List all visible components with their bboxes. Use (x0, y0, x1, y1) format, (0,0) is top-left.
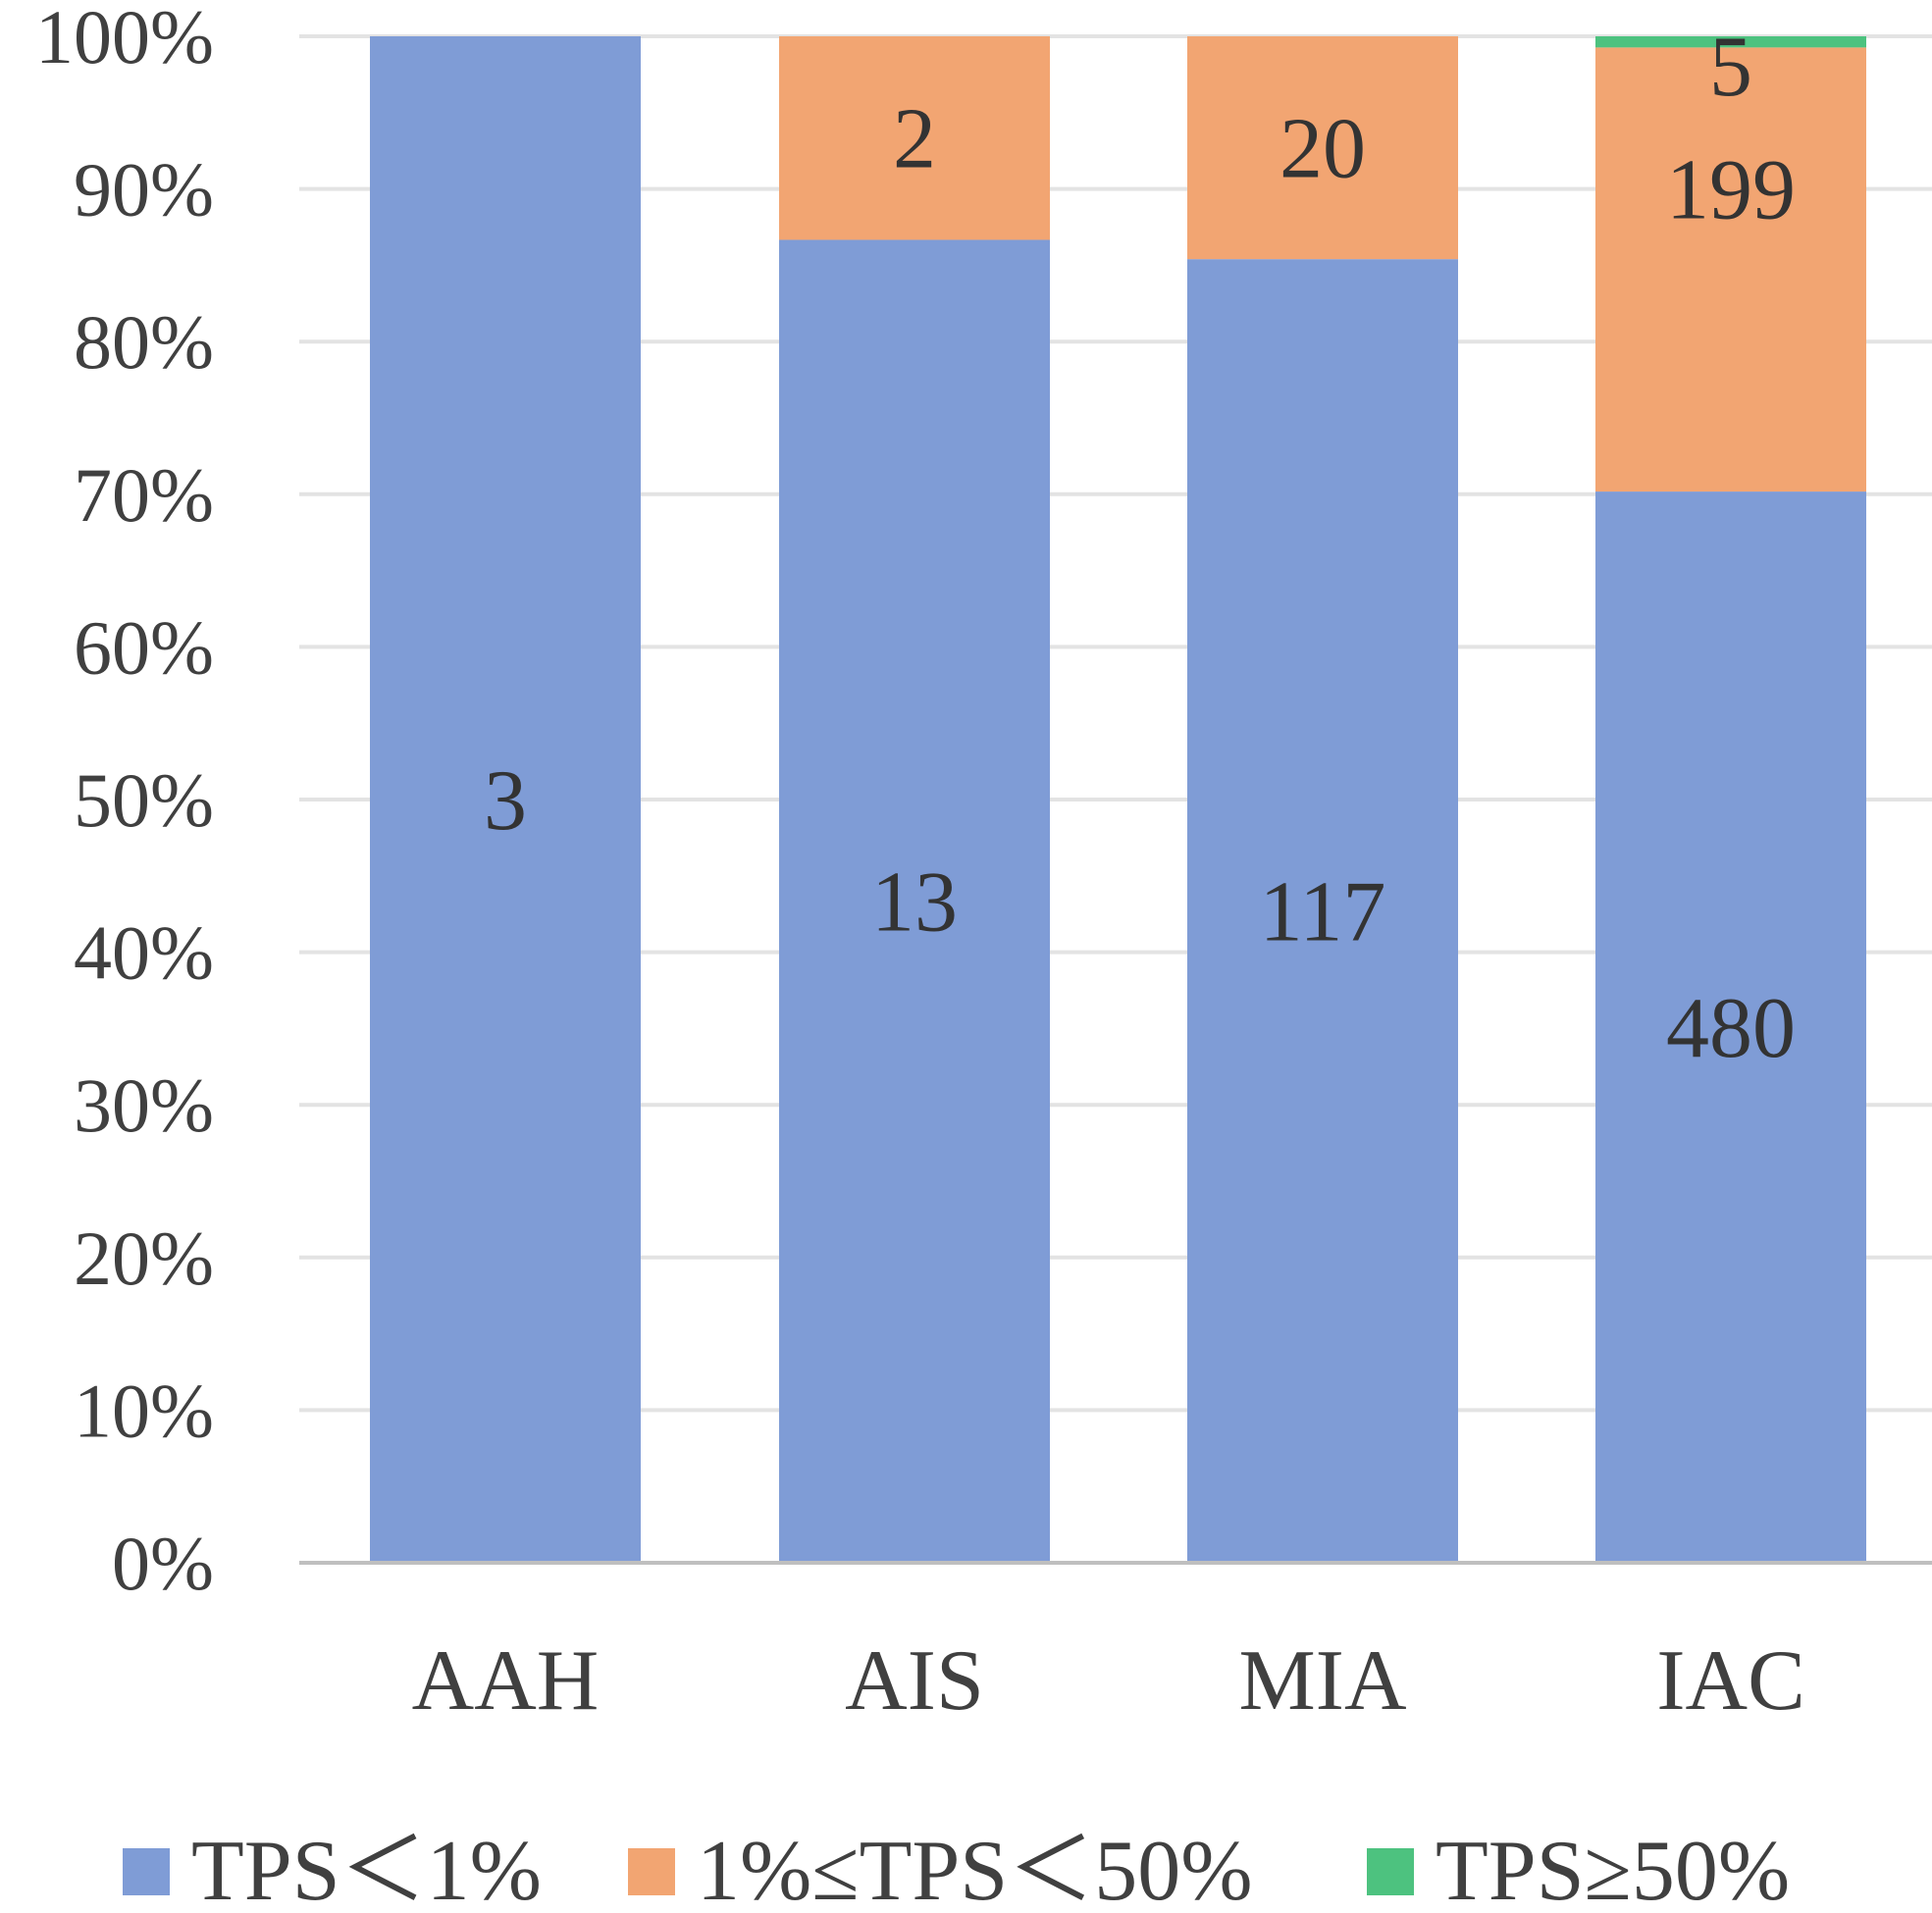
y-tick-label: 20% (74, 1215, 214, 1301)
bar-segment (1595, 491, 1866, 1563)
legend-swatch (123, 1848, 170, 1895)
y-tick-label: 90% (74, 147, 214, 233)
y-tick-label: 30% (74, 1062, 214, 1148)
y-tick-label: 100% (35, 0, 214, 79)
legend-swatch (1367, 1848, 1414, 1895)
data-label: 199 (1666, 143, 1796, 238)
legend-label: 1%≤TPS＜50% (697, 1824, 1253, 1913)
data-labels: 3 13 2 117 20 480 199 5 (484, 20, 1796, 1076)
legend-item: 1%≤TPS＜50% (628, 1824, 1253, 1913)
bar-segment (370, 36, 641, 1563)
y-axis-tick-labels: 0% 10% 20% 30% 40% 50% 60% 70% 80% 90% 100% (35, 0, 214, 1606)
bar-segment (1595, 47, 1866, 492)
y-tick-label: 40% (74, 910, 214, 996)
y-tick-label: 0% (112, 1521, 214, 1606)
data-label: 5 (1709, 20, 1752, 115)
data-label: 3 (484, 753, 527, 849)
data-label: 117 (1260, 865, 1386, 960)
bar-segment (1187, 36, 1458, 260)
data-label: 13 (871, 855, 958, 951)
legend-label: TPS＜1% (191, 1824, 542, 1913)
x-tick-label: MIA (1238, 1633, 1406, 1729)
y-tick-label: 60% (74, 604, 214, 690)
y-tick-label: 70% (74, 452, 214, 538)
data-label: 2 (893, 92, 936, 187)
legend-swatch (628, 1848, 675, 1895)
legend-item: TPS＜1% (123, 1824, 542, 1913)
y-tick-label: 80% (74, 299, 214, 385)
legend: TPS＜1% 1%≤TPS＜50% TPS≥50% (123, 1824, 1790, 1913)
x-tick-label: AAH (412, 1633, 600, 1729)
bar-segment (1595, 36, 1866, 48)
bars (370, 36, 1866, 1563)
data-label: 20 (1279, 102, 1366, 197)
bar-segment (779, 36, 1050, 240)
y-tick-label: 50% (74, 757, 214, 843)
y-tick-label: 10% (74, 1368, 214, 1453)
data-label: 480 (1666, 981, 1796, 1076)
legend-item: TPS≥50% (1367, 1824, 1790, 1913)
legend-label: TPS≥50% (1436, 1824, 1790, 1913)
bar-segment (779, 239, 1050, 1563)
bar-segment (1187, 259, 1458, 1563)
x-tick-label: IAC (1656, 1633, 1805, 1729)
x-axis-category-labels: AAH AIS MIA IAC (412, 1633, 1805, 1729)
x-tick-label: AIS (845, 1633, 984, 1729)
